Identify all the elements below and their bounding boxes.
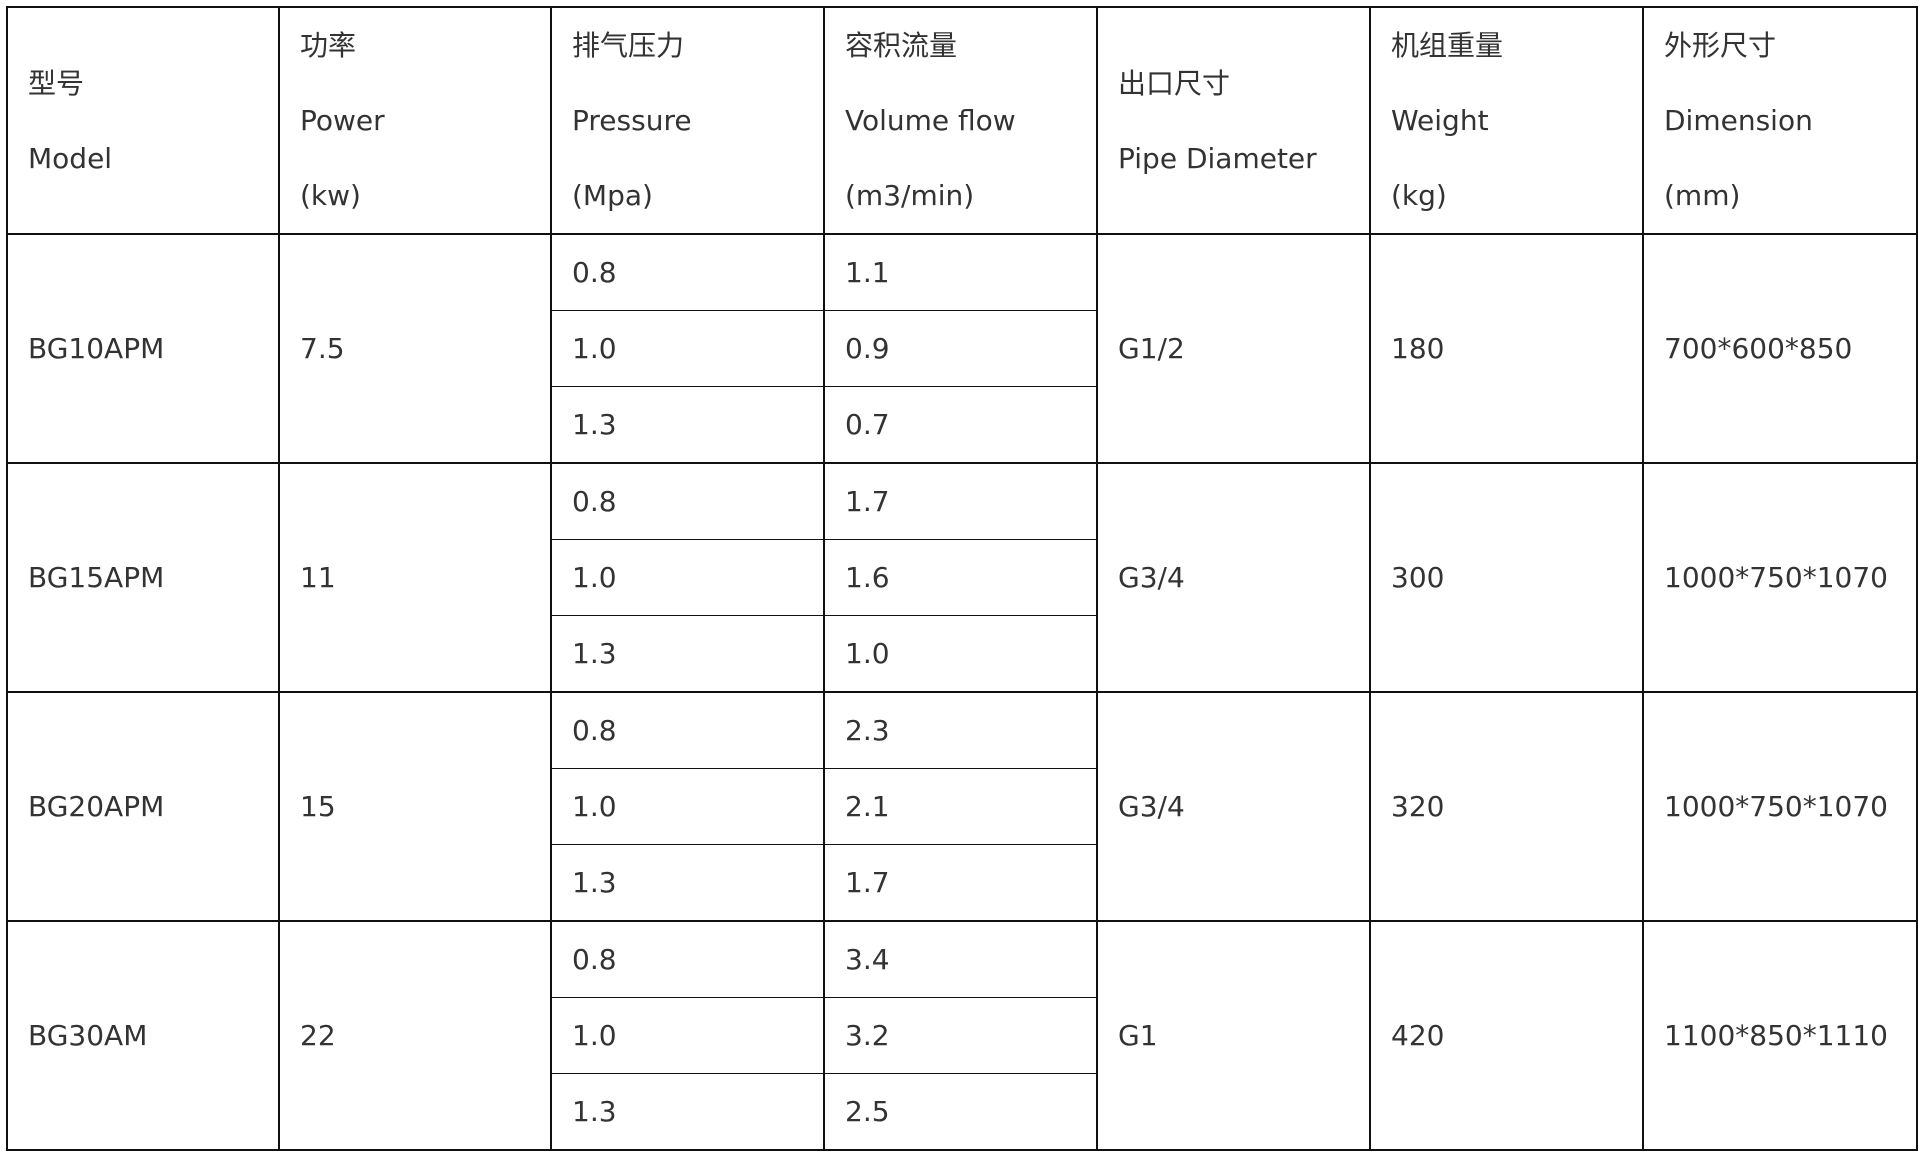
header-line: Model xyxy=(28,141,113,175)
header-cell: 容积流量 Volume flow (m3/min) xyxy=(823,6,1098,235)
pressure-cell: 1.3 xyxy=(550,615,825,693)
table-row: BG10APM 7.5 0.8 1.1 G1/2 180 700*600*850 xyxy=(6,233,1918,464)
header-line: Weight xyxy=(1391,104,1489,137)
pressure-cell: 1.3 xyxy=(550,1073,825,1151)
header-line: Volume flow xyxy=(845,104,1016,137)
flow-cell: 3.4 xyxy=(823,920,1098,998)
flow-cell: 2.1 xyxy=(823,768,1098,845)
table-row: 1.0 1.6 xyxy=(7,539,1917,616)
table-row: 1.0 3.2 xyxy=(7,997,1917,1074)
flow-cell: 1.7 xyxy=(823,844,1098,922)
table-row: 1.3 1.0 xyxy=(7,615,1917,693)
pipe-diameter-cell: G3/4 xyxy=(1096,462,1371,693)
spec-table: 型号 Model 功率 Power (kw) 排气压力 Pressure (Mpa) 容积流量 V… xyxy=(6,6,1918,1151)
header-line: (mm) xyxy=(1664,179,1741,212)
weight-cell: 320 xyxy=(1369,691,1644,922)
header-line: (kg) xyxy=(1391,179,1447,212)
header-line: 外形尺寸 xyxy=(1664,29,1777,62)
pressure-cell: 0.8 xyxy=(550,233,825,311)
pressure-cell: 1.0 xyxy=(550,997,825,1074)
header-line: Pipe Diameter xyxy=(1118,141,1317,175)
header-cell: 出口尺寸 Pipe Diameter xyxy=(1096,6,1371,235)
weight-cell: 420 xyxy=(1369,920,1644,1151)
dimension-cell: 1000*750*1070 xyxy=(1642,462,1918,693)
weight-cell: 180 xyxy=(1369,233,1644,464)
header-line: Dimension xyxy=(1664,104,1813,137)
pressure-cell: 1.0 xyxy=(550,310,825,387)
pressure-cell: 0.8 xyxy=(550,691,825,769)
header-line: Power xyxy=(300,104,385,137)
model-cell: BG20APM xyxy=(6,691,280,922)
flow-cell: 1.1 xyxy=(823,233,1098,311)
header-cell: 型号 Model xyxy=(6,6,280,235)
header-line: Pressure xyxy=(572,104,692,137)
header-line: 机组重量 xyxy=(1391,29,1504,62)
header-cell: 机组重量 Weight (kg) xyxy=(1369,6,1644,235)
flow-cell: 1.7 xyxy=(823,462,1098,540)
flow-cell: 3.2 xyxy=(823,997,1098,1074)
dimension-cell: 1000*750*1070 xyxy=(1642,691,1918,922)
pipe-diameter-cell: G3/4 xyxy=(1096,691,1371,922)
model-cell: BG30AM xyxy=(6,920,280,1151)
flow-cell: 0.9 xyxy=(823,310,1098,387)
flow-cell: 2.3 xyxy=(823,691,1098,769)
header-line: (kw) xyxy=(300,179,361,212)
table-row: BG15APM 11 0.8 1.7 G3/4 300 1000*750*1070 xyxy=(6,462,1918,693)
flow-cell: 1.6 xyxy=(823,539,1098,616)
pressure-cell: 1.3 xyxy=(550,386,825,464)
pipe-diameter-cell: G1 xyxy=(1096,920,1371,1151)
header-cell: 外形尺寸 Dimension (mm) xyxy=(1642,6,1918,235)
header-line: 出口尺寸 xyxy=(1118,66,1231,100)
power-cell: 22 xyxy=(278,920,552,1151)
table-row: 1.0 0.9 xyxy=(7,310,1917,387)
table-row: 1.3 1.7 xyxy=(7,844,1917,922)
flow-cell: 0.7 xyxy=(823,386,1098,464)
pressure-cell: 0.8 xyxy=(550,462,825,540)
dimension-cell: 700*600*850 xyxy=(1642,233,1918,464)
pressure-cell: 1.0 xyxy=(550,539,825,616)
header-cell: 排气压力 Pressure (Mpa) xyxy=(550,6,825,235)
power-cell: 11 xyxy=(278,462,552,693)
power-cell: 15 xyxy=(278,691,552,922)
dimension-cell: 1100*850*1110 xyxy=(1642,920,1918,1151)
header-line: (Mpa) xyxy=(572,179,653,212)
header-line: 功率 xyxy=(300,29,357,62)
pressure-cell: 1.3 xyxy=(550,844,825,922)
header-line: 排气压力 xyxy=(572,29,685,62)
flow-cell: 2.5 xyxy=(823,1073,1098,1151)
header-line: 容积流量 xyxy=(845,29,958,62)
pressure-cell: 1.0 xyxy=(550,768,825,845)
table-row: BG20APM 15 0.8 2.3 G3/4 320 1000*750*1070 xyxy=(6,691,1918,922)
table-row: BG30AM 22 0.8 3.4 G1 420 1100*850*1110 xyxy=(6,920,1918,1151)
weight-cell: 300 xyxy=(1369,462,1644,693)
header-line: (m3/min) xyxy=(845,179,975,212)
flow-cell: 1.0 xyxy=(823,615,1098,693)
model-cell: BG10APM xyxy=(6,233,280,464)
table-row: 1.0 2.1 xyxy=(7,768,1917,845)
header-row: 型号 Model 功率 Power (kw) 排气压力 Pressure (Mpa) 容积流量 V… xyxy=(6,6,1918,235)
model-cell: BG15APM xyxy=(6,462,280,693)
header-cell: 功率 Power (kw) xyxy=(278,6,552,235)
table-row: 1.3 0.7 xyxy=(7,386,1917,464)
pipe-diameter-cell: G1/2 xyxy=(1096,233,1371,464)
table-row: 1.3 2.5 xyxy=(7,1073,1917,1151)
pressure-cell: 0.8 xyxy=(550,920,825,998)
header-line: 型号 xyxy=(28,66,85,100)
power-cell: 7.5 xyxy=(278,233,552,464)
